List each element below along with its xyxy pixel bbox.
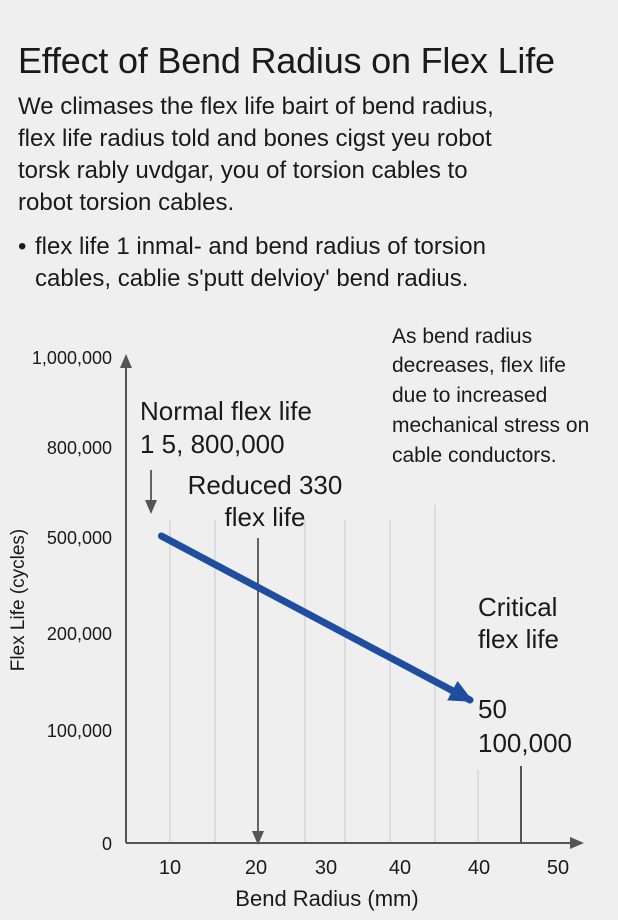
y-tick-label: 800,000: [47, 438, 112, 458]
x-tick-label: 40: [468, 857, 490, 879]
y-tick-label: 100,000: [47, 721, 112, 741]
normal-annotation-line: Normal flex life: [140, 396, 312, 426]
note-line: As bend radius: [392, 325, 532, 348]
page-title: Effect of Bend Radius on Flex Life: [18, 40, 555, 81]
note-line: mechanical stress on: [392, 414, 589, 437]
intro-line: flex life radius told and bones cigst ye…: [18, 125, 492, 152]
intro-line: We climases the flex life bairt of bend …: [18, 93, 494, 120]
critical-annotation-line: flex life: [478, 624, 559, 654]
reduced-annotation-line: Reduced 330: [188, 470, 343, 500]
note-line: cable conductors.: [392, 444, 557, 467]
bullet-line: flex life 1 inmal- and bend radius of to…: [35, 233, 486, 260]
x-tick-label: 40: [389, 857, 411, 879]
x-tick-label: 50: [547, 857, 569, 879]
critical-annotation-line: Critical: [478, 592, 557, 622]
intro-line: robot torsion cables.: [18, 189, 235, 216]
y-axis-title: Flex Life (cycles): [8, 529, 29, 672]
y-tick-label: 1,000,000: [32, 348, 112, 368]
bullet-item: • flex life 1 inmal- and bend radius of …: [18, 231, 608, 295]
x-tick-label: 30: [315, 857, 337, 879]
x-tick-label: 20: [245, 857, 267, 879]
note-line: due to increased: [392, 384, 547, 407]
x-axis-title: Bend Radius (mm): [235, 886, 418, 911]
y-tick-label: 500,000: [47, 528, 112, 548]
note-line: decreases, flex life: [392, 354, 566, 377]
reduced-annotation-line: flex life: [225, 502, 306, 532]
series-layer: [157, 532, 474, 704]
intro-line: torsk rably uvdgar, you of torsion cable…: [18, 157, 468, 184]
bullet-line: cables, cablie s'putt delvioy' bend radi…: [35, 265, 469, 292]
y-tick-label: 0: [102, 834, 112, 854]
x-tick-label: 10: [159, 857, 181, 879]
critical-value-line: 100,000: [478, 728, 572, 758]
bullet-marker: •: [18, 233, 27, 260]
y-tick-label: 200,000: [47, 624, 112, 644]
series-line: [157, 532, 474, 704]
intro-paragraph: We climases the flex life bairt of bend …: [18, 91, 608, 219]
normal-annotation-line: 1 5, 800,000: [140, 429, 285, 459]
critical-value-line: 50: [478, 694, 507, 724]
grid-lines: [169, 505, 479, 843]
